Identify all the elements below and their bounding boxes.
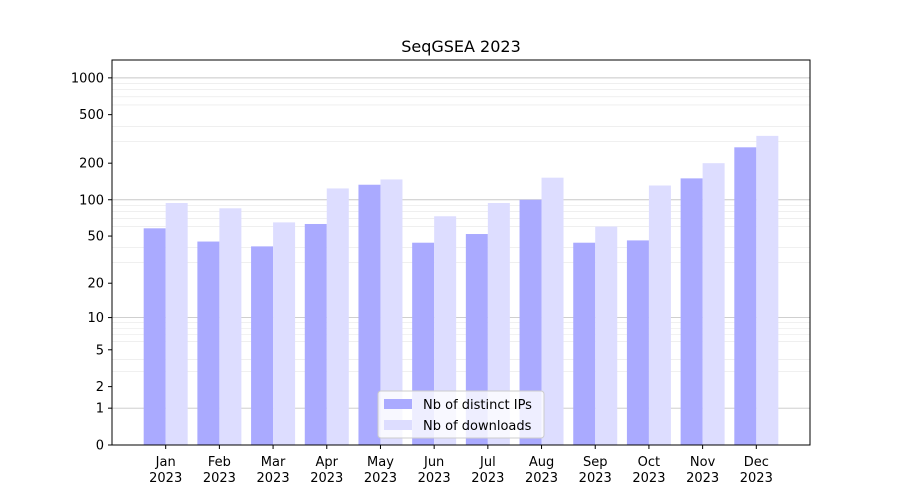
y-tick-label: 1000	[71, 71, 104, 86]
plot-frame	[111, 59, 811, 446]
bar-distinct-ips	[734, 147, 757, 445]
x-tick-label-month: Nov	[690, 455, 716, 470]
x-tick-label-month: Dec	[744, 455, 769, 470]
bar-downloads	[595, 226, 618, 445]
chart-title: SeqGSEA 2023	[401, 37, 521, 56]
bar-distinct-ips	[626, 240, 649, 445]
x-tick-label-year: 2023	[740, 471, 773, 486]
bar-downloads	[326, 188, 349, 445]
bar-distinct-ips	[251, 246, 274, 445]
bar-distinct-ips	[304, 223, 327, 445]
x-tick-label-month: Sep	[583, 455, 608, 470]
bar-distinct-ips	[680, 178, 703, 445]
x-tick-label-year: 2023	[364, 471, 397, 486]
y-tick-label: 1	[96, 402, 104, 417]
bar-downloads	[165, 203, 188, 445]
x-tick-label-month: Apr	[316, 455, 339, 470]
bar-downloads	[702, 163, 725, 445]
x-tick-label-month: Jan	[155, 455, 176, 470]
x-tick-label-year: 2023	[310, 471, 343, 486]
legend-swatch	[384, 420, 412, 430]
y-tick-label: 50	[87, 230, 104, 245]
legend: Nb of distinct IPs Nb of downloads	[377, 390, 545, 439]
x-tick-label-year: 2023	[418, 471, 451, 486]
x-tick-label-year: 2023	[632, 471, 665, 486]
y-tick-label: 5	[96, 343, 104, 358]
bar-distinct-ips	[519, 199, 542, 445]
x-tick-label-month: Aug	[529, 455, 554, 470]
legend-label: Nb of distinct IPs	[423, 398, 532, 413]
y-tick-label: 500	[79, 108, 104, 123]
bar-downloads	[756, 135, 779, 445]
x-tick-label-month: Mar	[261, 455, 286, 470]
x-tick-label-year: 2023	[471, 471, 504, 486]
bars	[143, 135, 779, 446]
y-tick-label: 10	[87, 311, 104, 326]
x-tick-label-year: 2023	[686, 471, 719, 486]
bar-downloads	[380, 179, 403, 446]
axes: 01251020501002005001000Jan2023Feb2023Mar…	[71, 71, 773, 486]
x-tick-label-year: 2023	[525, 471, 558, 486]
y-tick-label: 2	[96, 380, 104, 395]
legend-label: Nb of downloads	[423, 419, 532, 434]
bar-downloads	[487, 203, 510, 445]
bar-distinct-ips	[143, 228, 166, 445]
x-tick-label-year: 2023	[203, 471, 236, 486]
bar-downloads	[434, 216, 457, 445]
bar-downloads	[541, 177, 564, 446]
bar-distinct-ips	[358, 184, 381, 445]
bar-downloads	[648, 185, 671, 446]
x-tick-label-month: Feb	[208, 455, 231, 470]
x-tick-label-year: 2023	[257, 471, 290, 486]
x-tick-label-month: Oct	[638, 455, 660, 470]
bar-distinct-ips	[573, 242, 596, 445]
bar-downloads	[273, 222, 296, 445]
bar-downloads	[219, 208, 242, 445]
x-tick-label-month: May	[367, 455, 394, 470]
y-tick-label: 0	[96, 439, 104, 454]
x-tick-label-month: Jul	[479, 455, 496, 470]
legend-box	[377, 390, 545, 439]
bar-distinct-ips	[197, 241, 220, 445]
x-tick-label-year: 2023	[149, 471, 182, 486]
x-tick-label-year: 2023	[579, 471, 612, 486]
y-tick-label: 20	[87, 277, 104, 292]
x-tick-label-month: Jun	[423, 455, 444, 470]
y-tick-label: 100	[79, 193, 104, 208]
legend-swatch	[384, 399, 412, 409]
y-tick-label: 200	[79, 157, 104, 172]
